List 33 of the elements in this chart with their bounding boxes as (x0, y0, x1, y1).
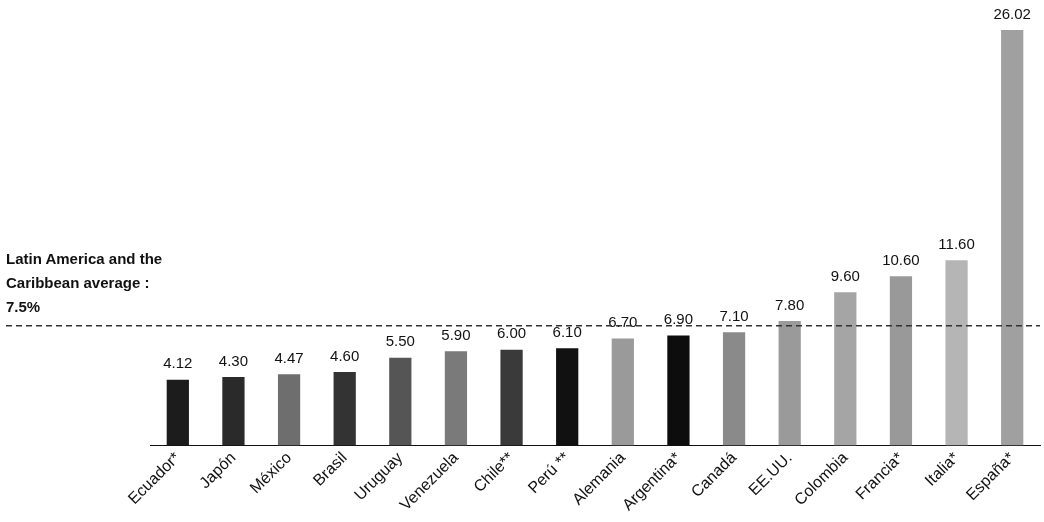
bar (611, 338, 634, 446)
data-label: 4.30 (218, 351, 249, 369)
bar (1001, 30, 1024, 446)
bar (778, 321, 801, 446)
data-label: 4.12 (163, 354, 193, 372)
bar (889, 276, 913, 446)
data-label: 4.47 (274, 348, 304, 366)
bar (333, 372, 356, 446)
bar (389, 357, 412, 446)
ref-line-label: Latin America and the Caribbean average : 7.5% (6, 249, 163, 315)
bar (444, 351, 468, 446)
bar (222, 376, 245, 446)
bar (277, 374, 301, 446)
data-label: 5.50 (385, 332, 415, 350)
data-label: 6.70 (608, 313, 638, 331)
data-label: 4.60 (330, 346, 360, 364)
bar (500, 349, 523, 446)
bar (945, 260, 968, 446)
data-label: 7.10 (719, 306, 749, 324)
data-label: 5.90 (441, 325, 471, 343)
data-label: 11.60 (938, 234, 975, 252)
bar (834, 292, 857, 446)
bar (556, 348, 579, 446)
data-label: 7.80 (775, 295, 805, 313)
data-label: 6.10 (552, 322, 582, 340)
data-label: 26.02 (993, 4, 1031, 22)
data-label: 9.60 (830, 266, 860, 284)
data-label: 6.90 (663, 310, 694, 328)
data-label: 10.60 (882, 250, 920, 268)
data-label: 6.00 (496, 324, 527, 342)
bar (722, 332, 746, 446)
bar (667, 335, 690, 446)
bar (166, 379, 189, 446)
